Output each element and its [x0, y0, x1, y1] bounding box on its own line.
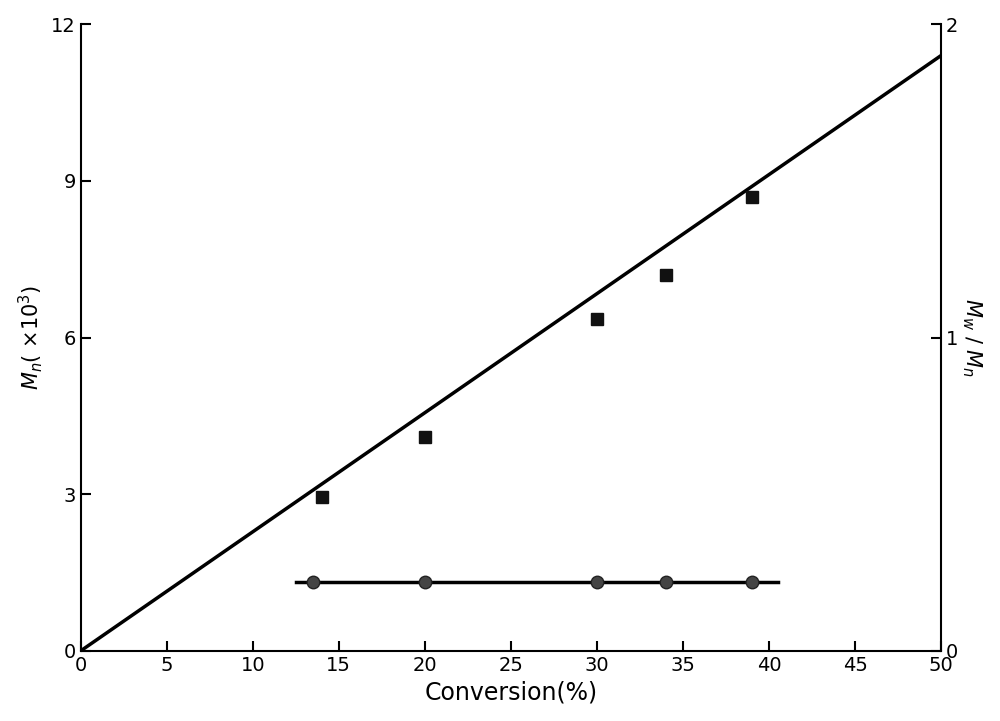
Y-axis label: $M_n$( $\times$10$^3$): $M_n$( $\times$10$^3$): [17, 285, 45, 390]
X-axis label: Conversion(%): Conversion(%): [424, 681, 597, 704]
Y-axis label: $M_w$ / $M_n$: $M_w$ / $M_n$: [960, 298, 983, 377]
